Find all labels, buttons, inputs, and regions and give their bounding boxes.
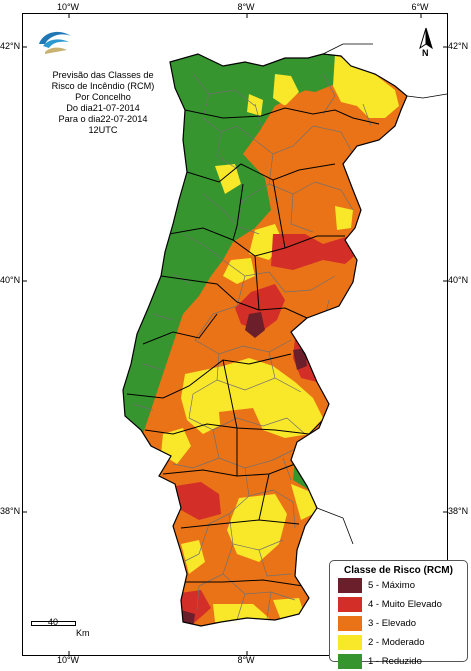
longitude-label-10w-bottom: 10°W (56, 655, 80, 665)
legend-title: Classe de Risco (RCM) (344, 565, 453, 576)
title-line: Por Concelho (75, 92, 131, 102)
title-line: Do dia21-07-2014 (66, 103, 140, 113)
title-line: Para o dia22-07-2014 (58, 114, 148, 124)
legend-label: 5 - Máximo (368, 580, 415, 591)
scale-bar-unit: Km (76, 628, 90, 638)
latitude-label-42n-right: 42°N (448, 41, 469, 51)
legend-swatch (338, 616, 362, 631)
legend-item: 5 - Máximo (330, 576, 467, 595)
map-frame (22, 13, 448, 656)
portugal-risk-map (23, 14, 447, 655)
legend: Classe de Risco (RCM) 5 - Máximo 4 - Mui… (329, 560, 468, 669)
legend-item: 4 - Muito Elevado (330, 595, 467, 614)
longitude-label-8w-bottom: 8°W (237, 655, 255, 665)
latitude-label-38n: 38°N (0, 506, 21, 516)
map-title: Previsão das Classes de Risco de Incêndi… (38, 70, 168, 136)
scale-bar-value: 40 (48, 617, 59, 627)
legend-swatch (338, 597, 362, 612)
longitude-label-10w: 10°W (56, 2, 80, 12)
title-line: 12UTC (88, 125, 118, 135)
title-line: Risco de Incêndio (RCM) (51, 81, 155, 91)
legend-label: 2 - Moderado (368, 637, 425, 648)
latitude-label-40n-right: 40°N (448, 275, 469, 285)
latitude-label-42n: 42°N (0, 41, 21, 51)
legend-swatch (338, 635, 362, 650)
longitude-label-8w: 8°W (237, 2, 255, 12)
legend-item: 3 - Elevado (330, 614, 467, 633)
legend-item: 2 - Moderado (330, 633, 467, 652)
legend-item: 1 - Reduzido (330, 652, 467, 671)
legend-label: 1 - Reduzido (368, 656, 422, 667)
title-line: Previsão das Classes de (52, 70, 154, 80)
scale-bar (31, 621, 76, 626)
north-label: N (422, 48, 429, 58)
ipma-logo-icon (39, 31, 71, 54)
legend-swatch (338, 654, 362, 669)
longitude-label-6w: 6°W (411, 2, 429, 12)
legend-swatch (338, 578, 362, 593)
latitude-label-40n: 40°N (0, 275, 21, 285)
legend-label: 4 - Muito Elevado (368, 599, 442, 610)
north-arrow-icon (419, 27, 433, 50)
latitude-label-38n-right: 38°N (448, 506, 469, 516)
legend-label: 3 - Elevado (368, 618, 417, 629)
